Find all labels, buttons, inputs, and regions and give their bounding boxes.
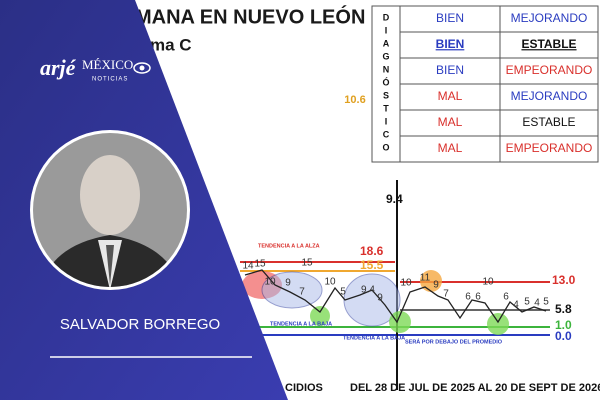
logo-eye (139, 65, 145, 71)
point-label: 7 (299, 287, 305, 298)
highlight (487, 313, 509, 335)
highlight (261, 271, 323, 309)
point-label: 4 (513, 300, 519, 311)
trend: MEJORANDO (511, 11, 588, 25)
highlight (343, 273, 401, 327)
status: MAL (438, 89, 463, 103)
diagnosis-letter: G (382, 51, 389, 61)
point-label: 10 (264, 277, 276, 288)
diagnosis-letter: Ó (382, 76, 389, 87)
annotation: TENDENCIA A LA BAJA (343, 335, 405, 341)
logo-tagline: NOTICIAS (92, 77, 128, 83)
point-label: 6 (475, 292, 481, 303)
diagnosis-letter: T (383, 103, 389, 113)
point-label: 5 (543, 297, 549, 308)
point-label: 6 (465, 292, 471, 303)
trend: EMPEORANDO (506, 63, 593, 77)
point-label: 5 (524, 297, 530, 308)
point-label: 7 (443, 289, 449, 300)
point-label: 6 (503, 292, 509, 303)
photo-face (80, 155, 140, 235)
chart-labels: 18.615.5 13.0 5.8 1.00.0 9.4 TENDENCIA A LA A… (242, 192, 575, 345)
status: BIEN (436, 63, 464, 77)
level-label: 9.4 (386, 192, 403, 206)
trend: EMPEORANDO (506, 141, 593, 155)
trend: ESTABLE (522, 115, 575, 129)
chart-subtitle: ma C (150, 35, 192, 54)
annotation: TENDENCIA A LA BAJA (270, 321, 332, 327)
footer: DEL 28 DE JUL DE 2025 AL 20 DE SEPT DE 2… (350, 382, 600, 394)
level-label: 0.0 (555, 329, 572, 343)
logo-brand: arjé (40, 55, 77, 80)
logo-country: MÉXICO (82, 57, 133, 72)
footer-left: CIDIOS (285, 382, 323, 394)
logo-eye (133, 62, 151, 74)
level-label: 1.0 (555, 318, 572, 332)
status: MAL (438, 141, 463, 155)
diagnosis-letter: C (383, 129, 390, 139)
point-label: 11 (420, 273, 431, 284)
annotation: SERÁ POR DEBAJO DEL PROMEDIO (405, 338, 503, 345)
point-label: 5 (340, 287, 346, 298)
trend: ESTABLE (521, 37, 576, 51)
diagnosis-letter: I (385, 116, 388, 126)
highlight (420, 270, 442, 292)
point-label: 9 (377, 293, 383, 304)
point-label: 15 (301, 258, 313, 269)
series-line (244, 269, 547, 324)
diagnosis-letter: D (383, 12, 390, 22)
average-label: 10.6 (344, 94, 365, 106)
status: BIEN (436, 37, 465, 51)
level-label: 18.6 (360, 244, 384, 258)
point-label: 10 (482, 277, 494, 288)
highlight (310, 306, 330, 326)
diagnosis-letter: A (383, 38, 390, 48)
status: MAL (438, 115, 463, 129)
status: BIEN (436, 11, 464, 25)
photo-tie (106, 245, 114, 285)
diagnosis-letter: I (385, 25, 388, 35)
diagnosis-letter: N (383, 64, 390, 74)
diagnosis-letter: O (382, 142, 389, 152)
point-label: 9 (285, 278, 291, 289)
point-label: 4 (534, 298, 540, 309)
point-label: 9.4 (361, 285, 375, 296)
author-name: SALVADOR BORREGO (60, 316, 220, 333)
diagnosis-letter: S (383, 90, 389, 100)
level-label: 13.0 (552, 273, 576, 287)
author-photo (33, 133, 187, 287)
diagnosis-table: BIEN MEJORANDO BIEN ESTABLE BIEN EMPEORANDO MA… (371, 5, 599, 163)
level-label: 15.5 (360, 258, 384, 272)
trend: MEJORANDO (511, 89, 588, 103)
highlight (389, 311, 411, 333)
annotation: TENDENCIA A LA ALZA (258, 243, 320, 249)
level-label: 5.8 (555, 302, 572, 316)
point-label: 10 (400, 278, 412, 289)
chart-title: MANA EN NUEVO LEÓN (135, 4, 365, 28)
point-label: 9 (433, 280, 439, 291)
point-label: 10 (324, 277, 336, 288)
point-label: 14 (242, 261, 254, 272)
point-label: 15 (254, 259, 266, 270)
